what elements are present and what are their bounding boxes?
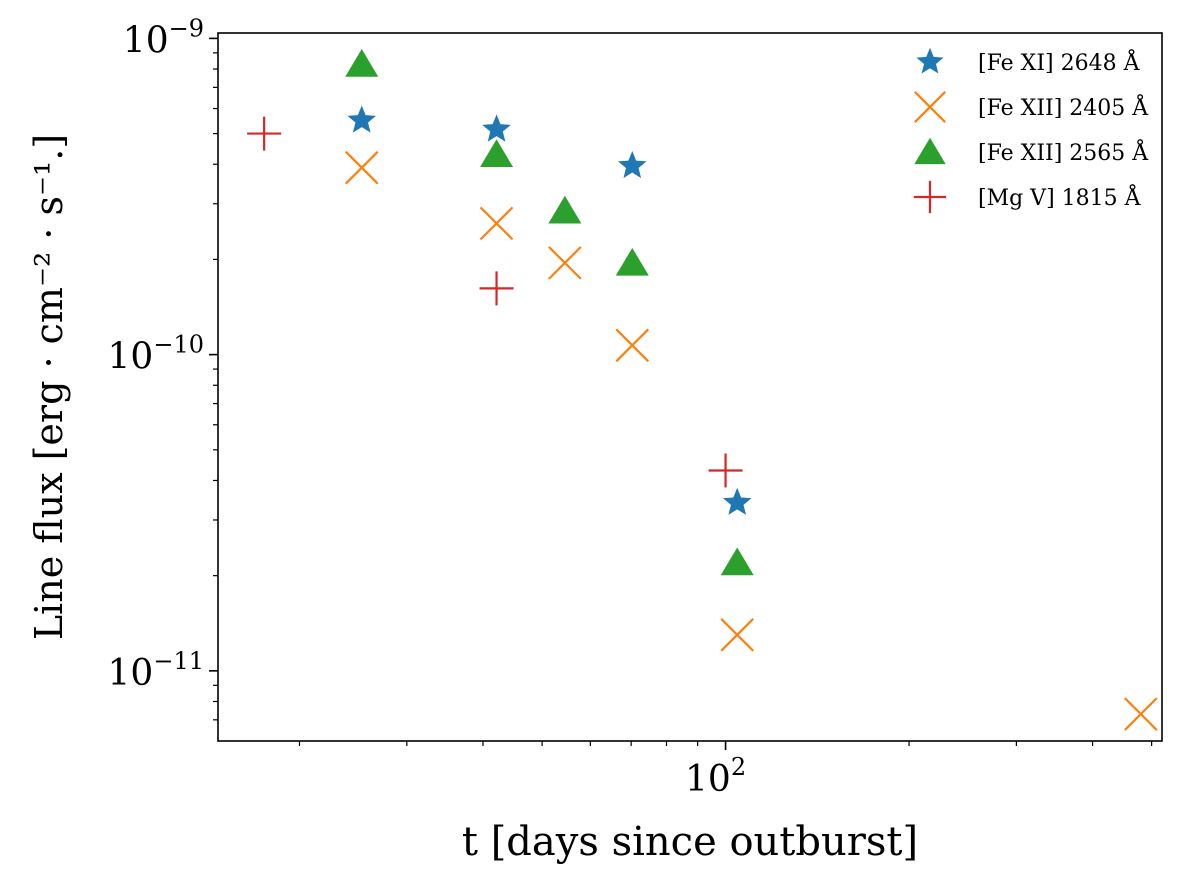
data-point-star xyxy=(347,105,376,133)
legend-marker-plus xyxy=(913,180,947,214)
data-point-plus xyxy=(247,116,282,151)
data-point-triangle xyxy=(720,547,754,576)
y-tick-label: 10−9 xyxy=(123,14,204,61)
x-tick-label: 102 xyxy=(685,753,746,800)
legend-label: [Fe XII] 2565 Å xyxy=(978,138,1149,166)
data-markers xyxy=(247,48,1158,731)
legend: [Fe XI] 2648 Å [Fe XII] 2405 Å [Fe XII] 25… xyxy=(913,47,1149,214)
minor-ticks xyxy=(213,52,1153,746)
data-point-x xyxy=(479,206,514,241)
x-axis-label: t [days since outburst] xyxy=(462,819,918,865)
data-point-x xyxy=(720,618,754,652)
data-point-x xyxy=(548,246,582,280)
y-tick-label: 10−11 xyxy=(108,647,204,694)
y-tick-label: 10−10 xyxy=(108,331,204,378)
legend-label: [Fe XI] 2648 Å xyxy=(978,48,1141,76)
data-point-star xyxy=(482,114,511,142)
data-point-triangle xyxy=(615,247,649,276)
plot-frame xyxy=(217,32,1163,742)
y-axis-label: Line flux [erg · cm⁻² · s⁻¹.] xyxy=(27,134,71,640)
data-point-star xyxy=(618,150,647,179)
data-point-triangle xyxy=(480,139,514,168)
series-triangle xyxy=(345,48,754,576)
series-plus xyxy=(247,116,743,488)
data-point-plus xyxy=(708,453,743,488)
legend-label: [Fe XII] 2405 Å xyxy=(978,93,1149,121)
series-star xyxy=(347,105,752,515)
legend-label: [Mg V] 1815 Å xyxy=(978,183,1142,211)
data-point-x xyxy=(615,328,650,363)
series-x xyxy=(344,150,1158,731)
major-ticks: 102 10−11 10−10 10−9 xyxy=(108,14,747,800)
data-point-x xyxy=(1124,697,1158,731)
legend-marker-triangle xyxy=(914,137,946,165)
data-point-triangle xyxy=(548,195,582,224)
data-point-star xyxy=(722,487,752,515)
legend-marker-x xyxy=(914,91,946,123)
data-point-plus xyxy=(479,271,514,306)
data-point-x xyxy=(344,150,379,185)
legend-marker-star xyxy=(916,47,944,74)
data-point-triangle xyxy=(345,48,379,77)
